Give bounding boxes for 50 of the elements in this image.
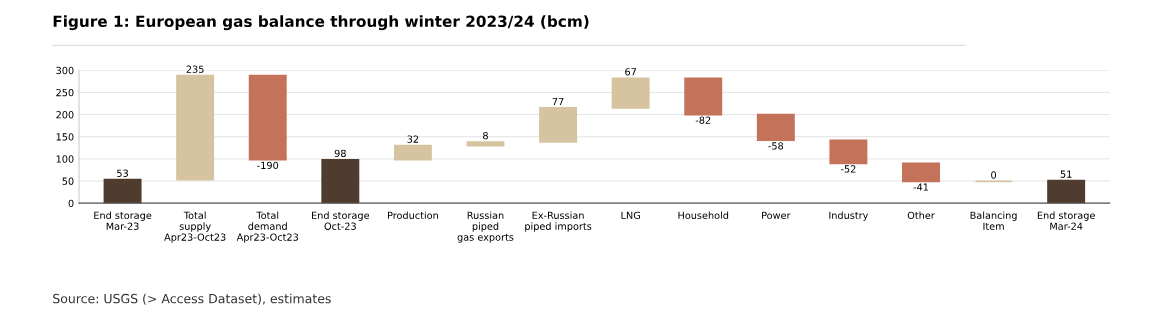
bar	[393, 144, 432, 161]
data-label: -58	[768, 142, 784, 150]
y-tick-label: 300	[56, 66, 74, 75]
data-label: 8	[483, 131, 488, 140]
x-tick-label: Russian piped gas exports	[457, 211, 514, 243]
bar	[103, 178, 142, 204]
data-label: -41	[913, 183, 929, 191]
x-tick-label: Total supply Apr23-Oct23	[164, 211, 226, 243]
data-label: 53	[117, 169, 128, 177]
chart-title: Figure 1: European gas balance through winter 2023/24 (bcm)	[53, 15, 589, 31]
data-label: 235	[186, 65, 204, 73]
y-tick-label: 150	[56, 133, 74, 141]
data-label: 51	[1060, 170, 1072, 178]
x-tick-label: End storage Mar-24	[1037, 211, 1095, 230]
bar	[466, 141, 505, 147]
data-label: -82	[695, 116, 711, 124]
data-label: 98	[334, 149, 346, 157]
x-tick-label: Total demand Apr23-Oct23	[236, 211, 299, 243]
x-tick-label: Industry	[829, 211, 869, 221]
bar	[176, 74, 215, 181]
bar	[684, 77, 723, 116]
bar	[829, 139, 868, 165]
x-tick-label: End storage Oct-23	[312, 211, 370, 230]
bar	[902, 162, 940, 183]
data-label: 67	[625, 68, 637, 76]
data-label: -190	[257, 161, 279, 170]
x-tick-label: End storage Mar-23	[94, 211, 152, 230]
x-tick-label: Household	[678, 211, 729, 220]
x-tick-label: LNG	[621, 211, 640, 220]
x-tick-label: Other	[907, 211, 935, 220]
bar	[539, 107, 578, 143]
y-tick-label: 0	[68, 199, 74, 207]
x-tick-label: Balancing Item	[970, 211, 1017, 230]
y-tick-label: 200	[56, 111, 74, 119]
x-tick-label: Ex-Russian piped imports	[525, 211, 592, 232]
data-label: 32	[407, 135, 419, 143]
bar	[611, 77, 650, 109]
y-tick-label: 50	[62, 177, 74, 185]
x-tick-label: Power	[762, 211, 791, 220]
y-tick-label: 250	[56, 88, 74, 97]
y-tick-label: 100	[56, 155, 74, 163]
bar	[321, 158, 360, 204]
x-tick-label: Production	[388, 211, 438, 220]
bar	[248, 74, 287, 161]
data-label: 77	[552, 97, 564, 106]
data-label: 0	[991, 171, 997, 179]
data-label: -52	[840, 165, 856, 173]
source-note: Source: USGS (> Access Dataset), estimates	[53, 293, 331, 305]
bar	[756, 113, 795, 142]
bar	[1047, 179, 1086, 204]
